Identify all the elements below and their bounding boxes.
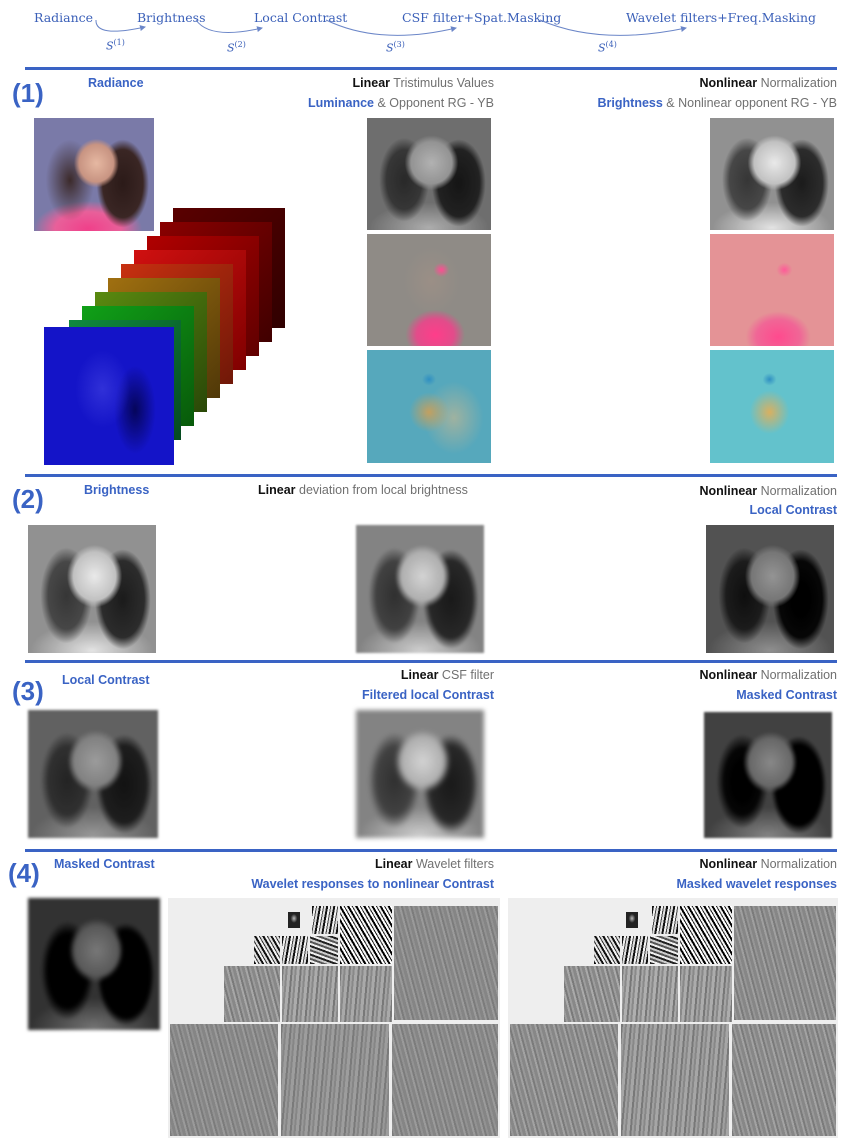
wavelet-linear-pyramid xyxy=(168,898,500,1138)
wavelet-masked-s2-b2 xyxy=(622,966,678,1022)
pipeline-arrows xyxy=(95,19,687,36)
wavelet-linear-s2-b2 xyxy=(282,966,338,1022)
yb-linear-image xyxy=(367,350,491,463)
wavelet-masked-pyramid xyxy=(508,898,838,1138)
wavelet-masked-s2-b3 xyxy=(680,966,732,1022)
spectral-stack xyxy=(40,205,290,467)
section-1-nonlinear-subtitle: Brightness & Nonlinear opponent RG - YB xyxy=(597,96,837,110)
section-3-nonlinear-title: Nonlinear Normalization xyxy=(699,668,837,682)
wavelet-masked-s3-b3 xyxy=(650,936,678,964)
wavelet-masked-s3-b1 xyxy=(594,936,620,964)
transform-s2: S(2) xyxy=(227,40,246,55)
section-1-input-label: Radiance xyxy=(88,76,144,90)
stage-local-contrast: Local Contrast xyxy=(254,10,348,25)
wavelet-masked-residual xyxy=(626,912,638,928)
wavelet-linear-s1-b2 xyxy=(281,1024,389,1136)
luminance-linear-image xyxy=(367,118,491,230)
section-2-number: (2) xyxy=(12,484,44,514)
wavelet-masked-s1-b2 xyxy=(621,1024,729,1136)
section-2-linear-title: Linear deviation from local brightness xyxy=(258,483,468,497)
brightness-input-image xyxy=(28,525,156,653)
wavelet-linear-s1-b3 xyxy=(392,1024,498,1136)
stage-brightness: Brightness xyxy=(137,10,206,25)
section-1-linear-subtitle: Luminance & Opponent RG - YB xyxy=(308,96,494,110)
rg-linear-image xyxy=(367,234,491,346)
wavelet-masked-s2-b1 xyxy=(564,966,620,1022)
wavelet-linear-s2-b4 xyxy=(394,906,498,1020)
section-4-nonlinear-title: Nonlinear Normalization xyxy=(699,857,837,871)
radiance-color-image xyxy=(34,118,154,231)
brightness-nonlinear-image xyxy=(710,118,834,230)
section-1-number: (1) xyxy=(12,78,44,108)
section-3-linear-title: Linear CSF filter xyxy=(400,668,494,682)
masked-contrast-output-image xyxy=(704,712,832,838)
section-3-number: (3) xyxy=(12,676,44,706)
yb-nonlinear-image xyxy=(710,350,834,463)
section-4-number: (4) xyxy=(8,858,40,888)
wavelet-masked-s3-b4 xyxy=(652,906,678,934)
arrow-s2 xyxy=(195,19,263,33)
stage-wavelet-filters: Wavelet filters+Freq.Masking xyxy=(626,10,816,25)
section-3-input-label: Local Contrast xyxy=(62,673,150,687)
transform-s3: S(3) xyxy=(386,40,405,55)
section-4-linear-subtitle: Wavelet responses to nonlinear Contrast xyxy=(251,877,494,891)
section-3-linear-subtitle: Filtered local Contrast xyxy=(362,688,494,702)
wavelet-masked-s3-b2 xyxy=(622,936,648,964)
wavelet-masked-s2-b4 xyxy=(734,906,836,1020)
wavelet-masked-s1-b1 xyxy=(510,1024,618,1136)
section-1-nonlinear-title: Nonlinear Normalization xyxy=(699,76,837,90)
spectral-layer-1 xyxy=(44,327,174,465)
section-4-linear-title: Linear Wavelet filters xyxy=(374,857,494,871)
local-contrast-input-image xyxy=(28,710,158,838)
section-1-linear-title: Linear Tristimulus Values xyxy=(352,76,494,90)
wavelet-linear-s3-b3 xyxy=(310,936,338,964)
section-3-nonlinear-subtitle: Masked Contrast xyxy=(736,688,837,702)
rg-nonlinear-image xyxy=(710,234,834,346)
section-2-rule xyxy=(25,474,837,477)
section-2-nonlinear-title: Nonlinear Normalization xyxy=(699,484,837,498)
wavelet-linear-s2-b1 xyxy=(224,966,280,1022)
wavelet-linear-s3-b5 xyxy=(340,906,392,964)
wavelet-linear-s3-b2 xyxy=(282,936,308,964)
wavelet-linear-s3-b1 xyxy=(254,936,280,964)
section-1-rule xyxy=(25,67,837,70)
arrow-s3 xyxy=(325,19,457,36)
wavelet-linear-residual xyxy=(288,912,300,928)
arrow-s1 xyxy=(95,19,146,32)
section-4-nonlinear-subtitle: Masked wavelet responses xyxy=(676,877,838,891)
masked-contrast-input-image xyxy=(28,898,160,1030)
transform-s1: S(1) xyxy=(106,38,125,53)
section-4-input-label: Masked Contrast xyxy=(54,857,155,871)
transform-s4: S(4) xyxy=(598,40,617,55)
wavelet-linear-s1-b1 xyxy=(170,1024,278,1136)
section-2-nonlinear-subtitle: Local Contrast xyxy=(749,503,837,517)
section-4-rule xyxy=(25,849,837,852)
wavelet-linear-s2-b3 xyxy=(340,966,392,1022)
brightness-deviation-image xyxy=(356,525,484,653)
wavelet-linear-s3-b4 xyxy=(312,906,338,934)
section-3-rule xyxy=(25,660,837,663)
stage-csf-filter: CSF filter+Spat.Masking xyxy=(402,10,562,25)
section-2-input-label: Brightness xyxy=(84,483,150,497)
wavelet-masked-s3-b5 xyxy=(680,906,732,964)
arrow-s4 xyxy=(539,19,687,36)
local-contrast-output-image xyxy=(706,525,834,653)
wavelet-masked-s1-b3 xyxy=(732,1024,836,1136)
stage-radiance: Radiance xyxy=(34,10,94,25)
filtered-contrast-image xyxy=(356,710,484,838)
